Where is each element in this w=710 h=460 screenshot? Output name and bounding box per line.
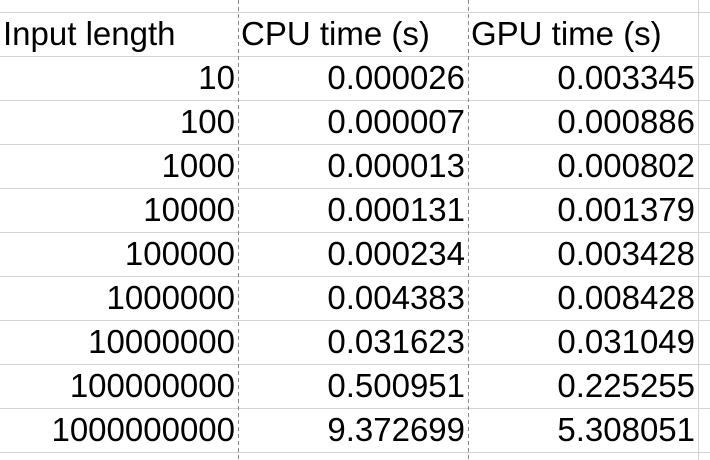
grid-line [0, 144, 710, 145]
grid-line [0, 188, 710, 189]
table-cell: 0.001379 [557, 191, 695, 228]
table-cell: 0.008428 [557, 279, 695, 316]
table-cell: 100 [179, 103, 235, 140]
table-cell: 0.000886 [557, 103, 695, 140]
grid-line [0, 56, 710, 57]
table-cell: 0.000131 [327, 191, 465, 228]
grid-line [0, 320, 710, 321]
header-cell: CPU time (s) [241, 15, 430, 52]
table-cell: 0.031623 [327, 323, 465, 360]
table-cell: 0.000013 [327, 147, 465, 184]
table-cell: 100000000 [69, 367, 235, 404]
grid-line [0, 276, 710, 277]
grid-line [238, 0, 239, 460]
grid-line [0, 364, 710, 365]
table-cell: 0.000234 [327, 235, 465, 272]
grid-line [0, 452, 710, 453]
header-cell: Input length [3, 15, 176, 52]
table-cell: 9.372699 [327, 411, 465, 448]
table-cell: 0.004383 [327, 279, 465, 316]
table-cell: 0.225255 [557, 367, 695, 404]
table-cell: 0.031049 [557, 323, 695, 360]
grid-line [0, 100, 710, 101]
grid-line [0, 232, 710, 233]
table-cell: 0.000026 [327, 59, 465, 96]
table-cell: 1000 [161, 147, 235, 184]
grid-line [0, 12, 710, 13]
grid-line [468, 0, 469, 460]
table-cell: 0.000802 [557, 147, 695, 184]
table-cell: 0.003428 [557, 235, 695, 272]
header-cell: GPU time (s) [471, 15, 662, 52]
table-cell: 0.003345 [557, 59, 695, 96]
table-cell: 0.500951 [327, 367, 465, 404]
table-cell: 0.000007 [327, 103, 465, 140]
table-cell: 10000000 [88, 323, 235, 360]
grid-line [698, 0, 699, 460]
table-cell: 10000 [143, 191, 235, 228]
table-cell: 1000000 [106, 279, 235, 316]
grid-line [0, 408, 710, 409]
table-cell: 100000 [124, 235, 235, 272]
table-cell: 5.308051 [557, 411, 695, 448]
table-cell: 10 [198, 59, 235, 96]
table-cell: 1000000000 [51, 411, 235, 448]
